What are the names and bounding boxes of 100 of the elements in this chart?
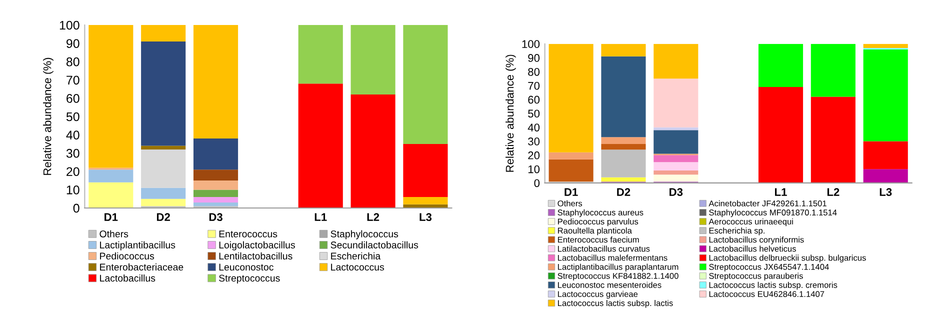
bar: [654, 170, 698, 175]
y-tick-label: 80: [528, 68, 540, 76]
legend-label: Secundilactobacillus: [330, 241, 418, 248]
bar: [88, 170, 134, 182]
y-tick-label: 40: [66, 130, 80, 140]
bar: [193, 25, 238, 138]
legend-label: Lactobacillus malefermentans: [558, 254, 668, 261]
legend-label: Pediococcus: [100, 252, 154, 260]
legend-label: Staphylococcus: [330, 230, 398, 240]
bar: [141, 25, 186, 42]
legend-label: Loigolactobacillus: [219, 241, 295, 250]
bar: [601, 177, 646, 182]
y-tick-label: 90: [66, 39, 80, 48]
y-axis-title: Relative abundance (%): [43, 58, 54, 175]
bar: [193, 180, 238, 190]
bar: [548, 159, 594, 182]
bar: [193, 197, 238, 203]
bar: [601, 137, 646, 144]
legend-label: Lactococcus lactis subsp. cremoris: [709, 282, 838, 290]
legend-label: Lentilactobacillus: [219, 252, 292, 260]
bar: [141, 188, 186, 199]
bar: [141, 149, 186, 188]
legend-label: Lactococcus garvieae: [558, 290, 638, 299]
x-tick-label: L1: [775, 188, 787, 196]
bar: [654, 162, 698, 170]
bar: [141, 198, 186, 206]
bar: [601, 144, 646, 150]
bar: [403, 25, 448, 144]
legend-label: Others: [100, 230, 128, 238]
bar: [863, 49, 908, 142]
bar: [298, 25, 343, 84]
legend-label: Streptococcus JX645547.1.1404: [709, 264, 829, 272]
y-tick-label: 40: [528, 124, 540, 132]
legend-label: Streptococcus parauberis: [709, 272, 803, 281]
bar: [601, 150, 646, 178]
bar: [298, 84, 343, 208]
legend-label: Enterobacteriaceae: [100, 263, 184, 271]
bar: [141, 41, 186, 146]
bar: [141, 146, 186, 150]
x-tick-label: L1: [314, 213, 327, 221]
y-tick-label: 50: [528, 110, 540, 118]
bar: [654, 78, 698, 128]
legend-label: Lactobacillus delbrueckii subsp. bulgaricus: [709, 254, 866, 262]
x-tick-label: L3: [420, 213, 432, 222]
bar: [193, 138, 238, 170]
y-tick-label: 60: [528, 96, 540, 104]
legend-label: Others: [558, 200, 582, 206]
legend-label: Escherichia: [331, 252, 381, 260]
legend-label: Streptococcus KF841882.1.1400: [558, 272, 678, 281]
legend-label: Streptococcus: [219, 274, 280, 284]
bar: [193, 190, 238, 198]
y-tick-label: 90: [528, 54, 540, 62]
bar: [350, 25, 396, 95]
bar: [810, 44, 856, 97]
legend-label: Enterococcus faecium: [558, 236, 639, 243]
legend-label: Lactiplantibacillus paraplantarum: [558, 264, 678, 272]
bar: [403, 197, 448, 204]
bar: [601, 44, 646, 56]
x-tick-label: D2: [617, 188, 630, 196]
y-tick-label: 10: [528, 165, 540, 174]
legend-label: Staphylococcus aureus: [558, 209, 644, 218]
bar: [88, 182, 134, 208]
bar: [193, 202, 238, 206]
bar: [758, 44, 804, 87]
y-tick-label: 70: [528, 82, 540, 90]
bar: [654, 174, 698, 182]
legend-label: Lactiplantibacillus: [100, 241, 176, 250]
y-axis-title: Relative abundance (%): [506, 54, 516, 172]
legend-label: Leuconostoc mesenteroides: [558, 282, 662, 288]
y-tick-label: 100: [60, 20, 80, 30]
legend-label: Pediococcus parvulus: [558, 218, 638, 226]
x-tick-label: L2: [827, 188, 840, 196]
bar: [758, 86, 804, 183]
y-tick-label: 80: [66, 57, 80, 66]
bar: [403, 144, 448, 198]
bar: [863, 141, 908, 170]
x-tick-label: D1: [104, 213, 118, 221]
legend-label: Lactobacillus helveticus: [709, 246, 796, 252]
bar: [193, 170, 238, 181]
x-tick-label: D2: [156, 213, 170, 221]
legend-label: Staphylococcus MF091870.1.1514: [709, 209, 837, 218]
x-tick-label: D1: [564, 188, 578, 196]
y-tick-label: 30: [66, 148, 80, 158]
legend-label: Lactobacillus coryniformis: [709, 236, 804, 244]
bar: [654, 155, 698, 162]
x-tick-label: D3: [670, 188, 683, 196]
bar: [654, 44, 698, 79]
y-tick-label: 10: [66, 186, 80, 194]
legend-label: Escherichia sp.: [709, 227, 764, 236]
legend-label: Leuconostoc: [219, 264, 274, 271]
x-tick-label: L3: [880, 188, 892, 196]
bar: [654, 130, 698, 154]
bar: [88, 25, 134, 168]
x-tick-label: D3: [209, 213, 222, 222]
bar: [810, 96, 856, 183]
x-tick-label: L2: [367, 213, 380, 221]
y-tick-label: 60: [66, 94, 80, 103]
bar: [548, 44, 594, 152]
bar: [863, 169, 908, 183]
bar: [654, 127, 698, 130]
